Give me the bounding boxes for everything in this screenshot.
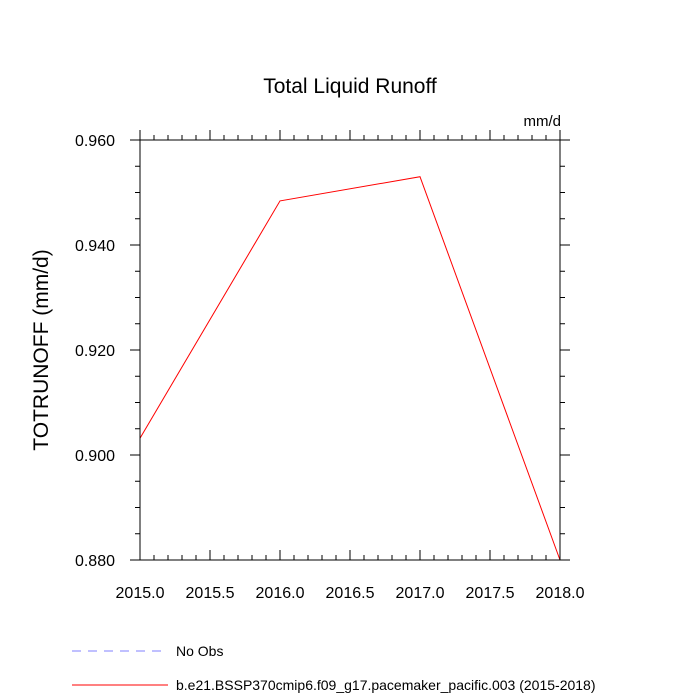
x-tick-label: 2016.0 — [256, 585, 305, 602]
legend: No Obs b.e21.BSSP370cmip6.f09_g17.pacemak… — [72, 643, 596, 693]
x-tick-label: 2015.0 — [116, 585, 165, 602]
axis-ticks: 2015.0 2015.5 2016.0 2016.5 2017.0 2017.5 2018… — [75, 130, 585, 602]
y-tick-label: 0.900 — [75, 448, 115, 465]
y-axis-label: TOTRUNOFF (mm/d) — [30, 249, 53, 450]
x-tick-label: 2017.5 — [466, 585, 515, 602]
x-tick-label: 2018.0 — [536, 585, 585, 602]
units-label: mm/d — [524, 113, 562, 130]
plot-frame — [139, 139, 561, 561]
y-tick-label: 0.880 — [75, 553, 115, 570]
data-series — [139, 176, 561, 561]
series-line-1 — [139, 176, 561, 561]
chart-title: Total Liquid Runoff — [263, 75, 437, 98]
legend-label-1: b.e21.BSSP370cmip6.f09_g17.pacemaker_pac… — [176, 677, 596, 693]
y-tick-label: 0.920 — [75, 343, 115, 360]
y-tick-label: 0.940 — [75, 238, 115, 255]
y-tick-label: 0.960 — [75, 133, 115, 150]
legend-label-0: No Obs — [176, 643, 223, 659]
x-tick-label: 2016.5 — [326, 585, 375, 602]
x-tick-label: 2015.5 — [186, 585, 235, 602]
x-tick-label: 2017.0 — [396, 585, 445, 602]
